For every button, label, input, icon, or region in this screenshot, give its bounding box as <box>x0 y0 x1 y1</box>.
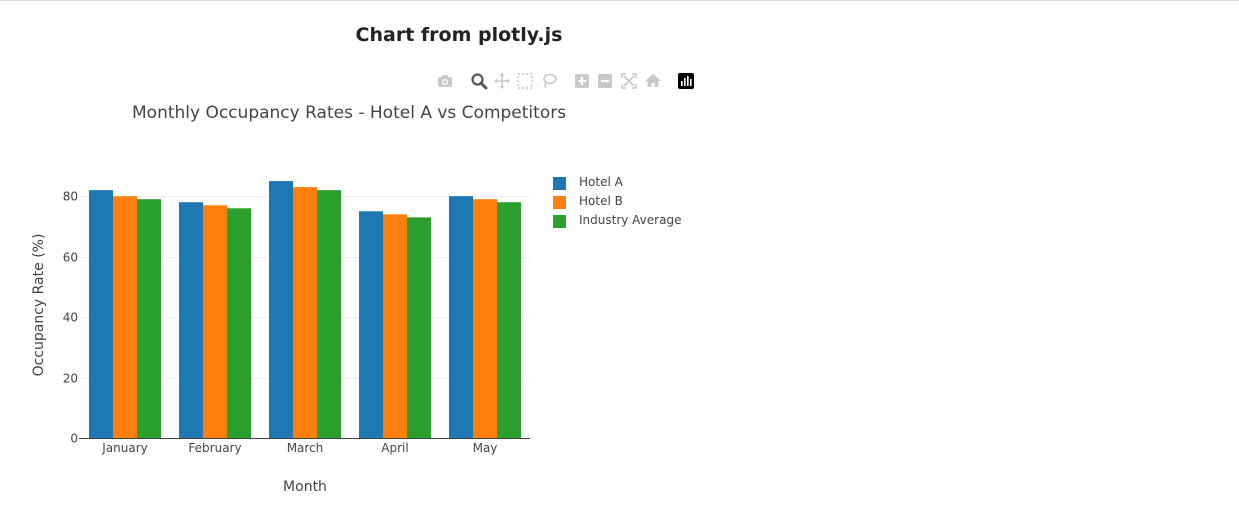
y-tick-label: 40 <box>63 311 78 325</box>
legend-label: Industry Average <box>579 213 682 227</box>
x-tick-label: April <box>381 441 408 455</box>
bar[interactable] <box>407 217 431 438</box>
bar[interactable] <box>383 214 407 438</box>
bar[interactable] <box>293 187 317 438</box>
pan-icon[interactable] <box>493 72 511 90</box>
legend-item[interactable]: Hotel A <box>553 175 713 191</box>
plotly-logo-icon[interactable] <box>677 72 695 90</box>
bar[interactable] <box>359 211 383 438</box>
y-tick-label: 80 <box>63 190 78 204</box>
bar[interactable] <box>89 190 113 438</box>
zoom-out-icon[interactable] <box>596 72 614 90</box>
x-tick-label: May <box>473 441 498 455</box>
chart-title: Monthly Occupancy Rates - Hotel A vs Com… <box>132 103 567 123</box>
tick-labels: 0 20 40 60 80 January February March April May <box>63 190 498 456</box>
legend-label: Hotel B <box>579 194 623 208</box>
x-axis-title: Month <box>283 479 327 495</box>
bar[interactable] <box>203 205 227 438</box>
bar[interactable] <box>269 181 293 438</box>
camera-icon[interactable] <box>436 72 454 90</box>
top-divider <box>0 0 1239 1</box>
legend-swatch <box>553 215 566 228</box>
bar[interactable] <box>497 202 521 438</box>
autoscale-icon[interactable] <box>620 72 638 90</box>
legend-label: Hotel A <box>579 175 623 189</box>
zoom-in-icon[interactable] <box>573 72 591 90</box>
bar[interactable] <box>473 199 497 438</box>
bar[interactable] <box>113 196 137 438</box>
reset-axes-icon[interactable] <box>644 72 662 90</box>
y-tick-label: 60 <box>63 251 78 265</box>
x-tick-label: January <box>101 441 148 455</box>
legend-swatch <box>553 177 566 190</box>
bar[interactable] <box>449 196 473 438</box>
legend-item[interactable]: Hotel B <box>553 194 713 210</box>
bar[interactable] <box>317 190 341 438</box>
y-axis-title: Occupancy Rate (%) <box>31 234 47 377</box>
x-tick-label: March <box>287 441 324 455</box>
x-tick-label: February <box>188 441 241 455</box>
bar[interactable] <box>179 202 203 438</box>
box-select-icon[interactable] <box>516 72 534 90</box>
lasso-select-icon[interactable] <box>540 72 558 90</box>
bar[interactable] <box>137 199 161 438</box>
bar[interactable] <box>227 208 251 438</box>
zoom-icon[interactable] <box>470 72 488 90</box>
page-heading: Chart from plotly.js <box>355 24 563 46</box>
legend-item[interactable]: Industry Average <box>553 213 713 229</box>
bars <box>89 181 521 438</box>
y-tick-label: 20 <box>63 372 78 386</box>
legend-swatch <box>553 196 566 209</box>
y-tick-label: 0 <box>70 432 78 446</box>
